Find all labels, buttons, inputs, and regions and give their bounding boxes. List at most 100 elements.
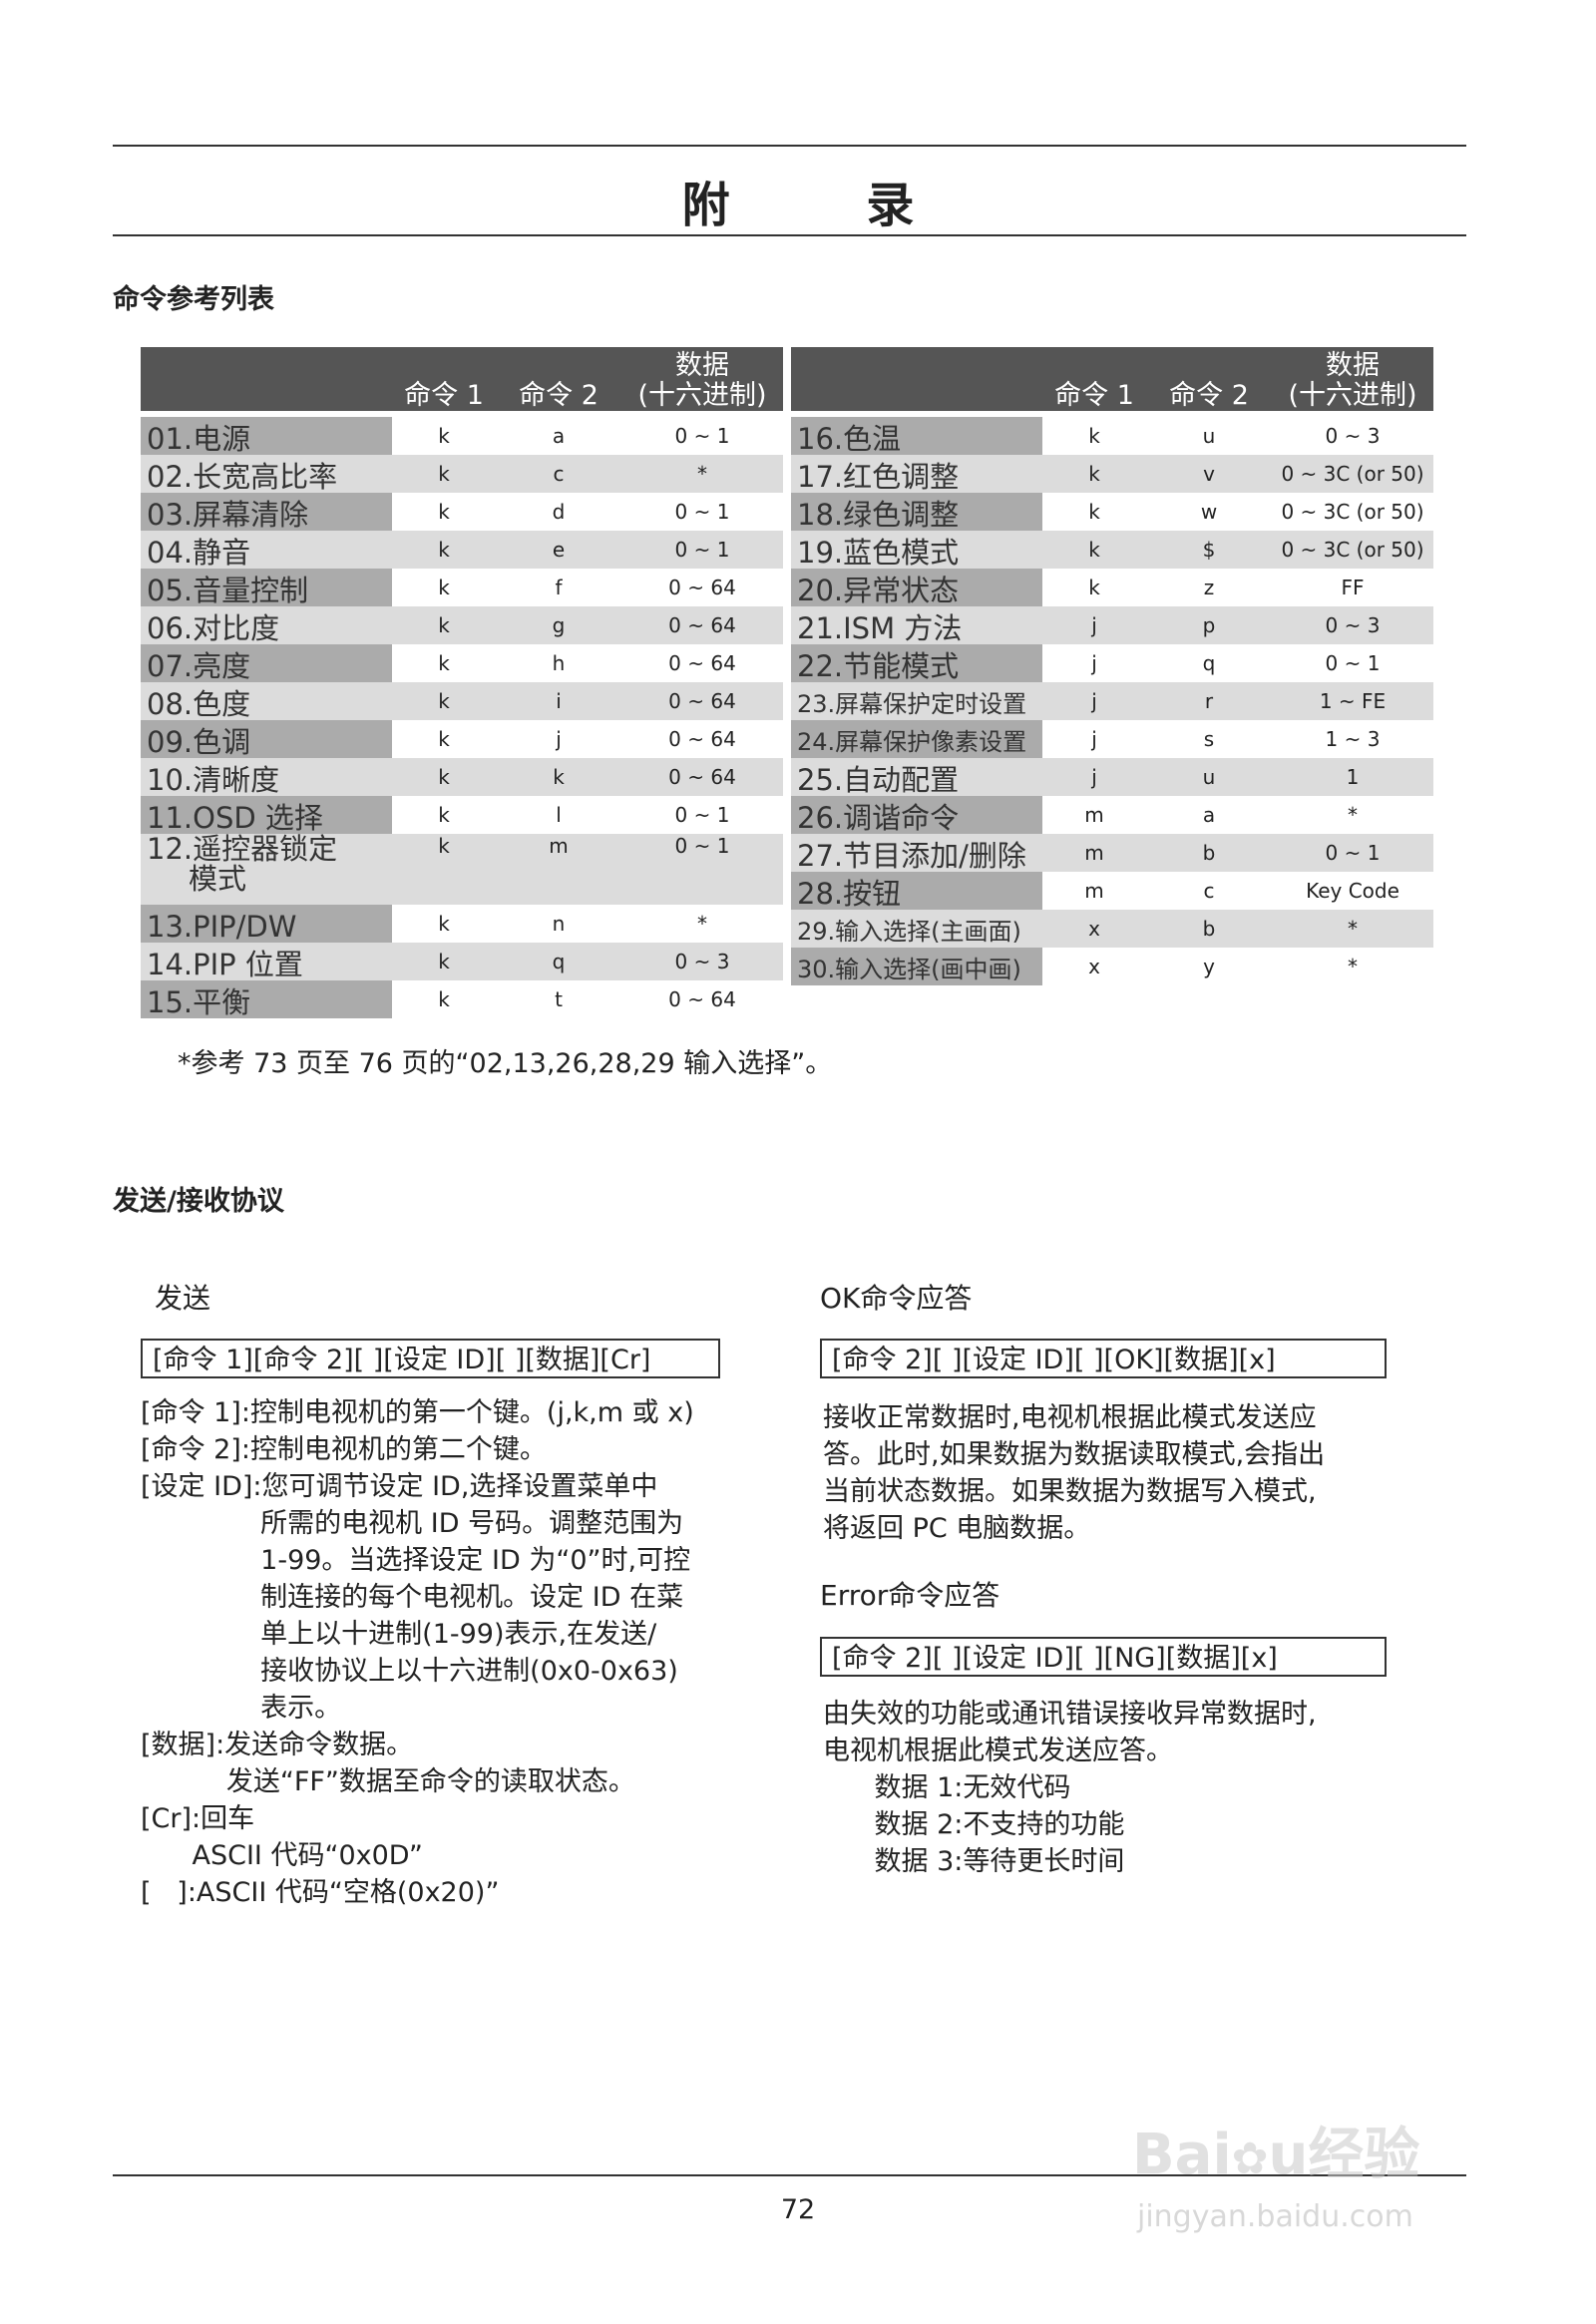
data-range: 0 ~ 1 xyxy=(621,834,783,905)
page-number: 72 xyxy=(780,2194,816,2225)
command-2: u xyxy=(1146,758,1272,796)
table-row: 27.节目添加/删除 m b 0 ~ 1 xyxy=(791,834,1433,872)
top-rule xyxy=(113,145,1466,147)
text-line: 数据 3:等待更长时间 xyxy=(823,1846,1125,1877)
command-2: y xyxy=(1146,948,1272,985)
command-1: m xyxy=(1042,872,1146,910)
command-1: k xyxy=(392,531,496,569)
command-label: 29.输入选择(主画面) xyxy=(791,910,1042,948)
command-2: t xyxy=(496,980,621,1018)
command-label: 08.色度 xyxy=(141,682,392,720)
command-label: 02.长宽高比率 xyxy=(141,455,392,493)
command-2: w xyxy=(1146,493,1272,531)
data-range: FF xyxy=(1272,569,1433,606)
command-2: q xyxy=(1146,644,1272,682)
text-line: 接收协议上以十六进制(0x0-0x63) xyxy=(141,1656,678,1687)
command-label: 21.ISM 方法 xyxy=(791,606,1042,644)
text-line: 数据 2:不支持的功能 xyxy=(823,1809,1125,1840)
text-line: [ ]:ASCII 代码“空格(0x20)” xyxy=(141,1877,500,1908)
command-1: k xyxy=(392,905,496,943)
data-range: 1 ~ 3 xyxy=(1272,720,1433,758)
command-table-left: 命令 1 命令 2 数据 (十六进制) 01.电源 k a 0 ~ 1 02.长宽高比率 k… xyxy=(141,347,783,1018)
command-label: 17.红色调整 xyxy=(791,455,1042,493)
command-2: n xyxy=(496,905,621,943)
data-range: 1 ~ FE xyxy=(1272,682,1433,720)
table-row: 24.屏幕保护像素设置 j s 1 ~ 3 xyxy=(791,720,1433,758)
command-label: 20.异常状态 xyxy=(791,569,1042,606)
table-row: 11.OSD 选择 k l 0 ~ 1 xyxy=(141,796,783,834)
command-1: x xyxy=(1042,948,1146,985)
error-format-box: [命令 2][ ][设定 ID][ ][NG][数据][x] xyxy=(820,1637,1387,1677)
command-1: j xyxy=(1042,644,1146,682)
data-range: 0 ~ 3 xyxy=(1272,417,1433,455)
command-2: z xyxy=(1146,569,1272,606)
table-row: 29.输入选择(主画面) x b * xyxy=(791,910,1433,948)
command-2: v xyxy=(1146,455,1272,493)
table-row: 02.长宽高比率 k c * xyxy=(141,455,783,493)
command-label: 24.屏幕保护像素设置 xyxy=(791,720,1042,758)
command-1: k xyxy=(1042,493,1146,531)
command-1: k xyxy=(1042,531,1146,569)
table-row: 06.对比度 k g 0 ~ 64 xyxy=(141,606,783,644)
data-range: 0 ~ 64 xyxy=(621,682,783,720)
ok-heading: OK命令应答 xyxy=(820,1282,973,1315)
text-line: ASCII 代码“0x0D” xyxy=(141,1840,423,1871)
header-blank xyxy=(791,347,1042,411)
table-row: 30.输入选择(画中画) x y * xyxy=(791,948,1433,985)
table-row: 18.绿色调整 k w 0 ~ 3C (or 50) xyxy=(791,493,1433,531)
command-2: i xyxy=(496,682,621,720)
data-range: * xyxy=(1272,796,1433,834)
text-line: 制连接的每个电视机。设定 ID 在菜 xyxy=(141,1582,684,1613)
header-cmd2: 命令 2 xyxy=(1146,347,1272,411)
watermark-logo: Bai✿u经验 xyxy=(1132,2123,1420,2187)
table-row: 26.调谐命令 m a * xyxy=(791,796,1433,834)
command-1: k xyxy=(392,834,496,905)
command-label: 05.音量控制 xyxy=(141,569,392,606)
text-line: [设定 ID]:您可调节设定 ID,选择设置菜单中 xyxy=(141,1471,658,1502)
text-line: [数据]:发送命令数据。 xyxy=(141,1730,414,1760)
command-label: 23.屏幕保护定时设置 xyxy=(791,682,1042,720)
command-2: h xyxy=(496,644,621,682)
header-data: 数据 (十六进制) xyxy=(1272,347,1433,411)
text-line: 数据 1:无效代码 xyxy=(823,1772,1071,1803)
command-label: 14.PIP 位置 xyxy=(141,943,392,980)
data-range: 0 ~ 1 xyxy=(621,796,783,834)
data-range: 0 ~ 3 xyxy=(1272,606,1433,644)
command-2: e xyxy=(496,531,621,569)
command-label: 13.PIP/DW xyxy=(141,905,392,943)
command-label: 09.色调 xyxy=(141,720,392,758)
command-2: $ xyxy=(1146,531,1272,569)
table-row: 04.静音 k e 0 ~ 1 xyxy=(141,531,783,569)
data-range: 0 ~ 1 xyxy=(1272,834,1433,872)
error-description: 由失效的功能或通讯错误接收异常数据时, 电视机根据此模式发送应答。 数据 1:无效… xyxy=(823,1696,1317,1880)
command-label: 04.静音 xyxy=(141,531,392,569)
table-row: 20.异常状态 k z FF xyxy=(791,569,1433,606)
command-1: k xyxy=(1042,455,1146,493)
command-1: k xyxy=(392,720,496,758)
data-range: 0 ~ 1 xyxy=(621,493,783,531)
table-row: 28.按钮 m c Key Code xyxy=(791,872,1433,910)
command-1: k xyxy=(392,606,496,644)
text-line: 接收正常数据时,电视机根据此模式发送应 xyxy=(823,1402,1317,1433)
send-description: [命令 1]:控制电视机的第一个键。(j,k,m 或 x) [命令 2]:控制电视… xyxy=(141,1394,694,1911)
command-label: 03.屏幕清除 xyxy=(141,493,392,531)
command-1: k xyxy=(392,493,496,531)
command-label: 16.色温 xyxy=(791,417,1042,455)
command-label: 12.遥控器锁定 模式 xyxy=(141,834,392,905)
table-row: 22.节能模式 j q 0 ~ 1 xyxy=(791,644,1433,682)
command-1: x xyxy=(1042,910,1146,948)
command-1: j xyxy=(1042,606,1146,644)
command-label: 01.电源 xyxy=(141,417,392,455)
ok-format-box: [命令 2][ ][设定 ID][ ][OK][数据][x] xyxy=(820,1339,1387,1378)
command-2: c xyxy=(496,455,621,493)
command-2: r xyxy=(1146,682,1272,720)
command-2: s xyxy=(1146,720,1272,758)
command-label: 11.OSD 选择 xyxy=(141,796,392,834)
text-line: 所需的电视机 ID 号码。调整范围为 xyxy=(141,1508,684,1539)
table-row: 16.色温 k u 0 ~ 3 xyxy=(791,417,1433,455)
data-range: 0 ~ 1 xyxy=(621,417,783,455)
command-1: k xyxy=(392,644,496,682)
command-2: b xyxy=(1146,834,1272,872)
text-line: 由失效的功能或通讯错误接收异常数据时, xyxy=(823,1699,1317,1730)
text-line: [命令 1]:控制电视机的第一个键。(j,k,m 或 x) xyxy=(141,1397,694,1428)
